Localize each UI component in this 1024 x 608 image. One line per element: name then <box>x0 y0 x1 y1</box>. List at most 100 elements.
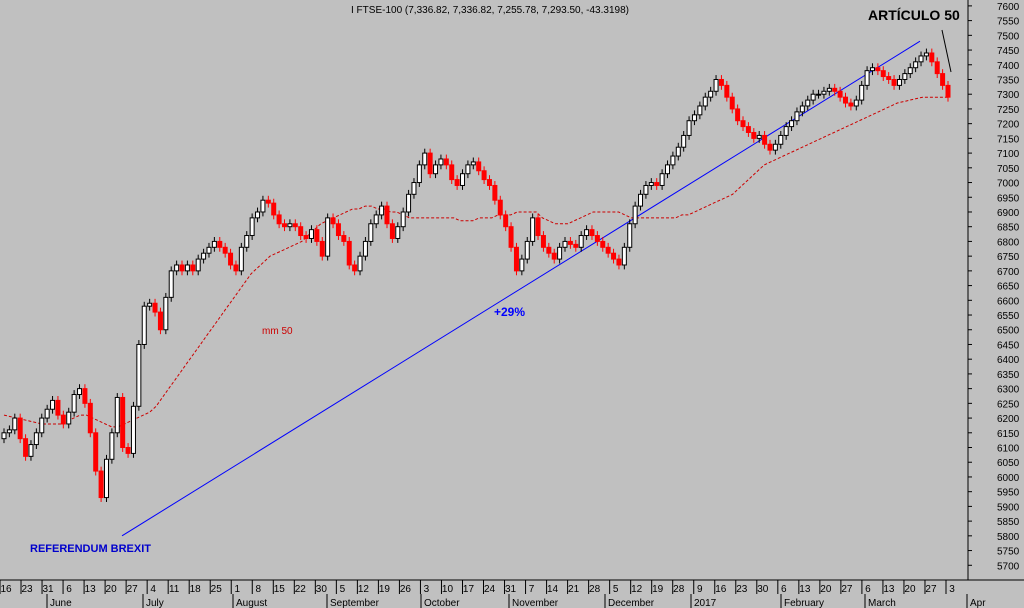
plot-area <box>0 0 968 580</box>
candle-body <box>497 199 503 216</box>
y-tick-label: 6400 <box>997 355 1020 366</box>
candle-body <box>880 70 886 78</box>
x-tick-label: 31 <box>505 584 517 595</box>
moving-average-path <box>3 96 948 428</box>
x-tick-label: 25 <box>211 584 223 595</box>
x-axis: 16 23 31 6 13 20 27 4 11 18 25 1 8 15 22 30 5 12 19 26 3 10 17… <box>0 579 1024 608</box>
x-tick-label: 13 <box>883 584 895 595</box>
x-tick-label: 13 <box>85 584 97 595</box>
candle-body <box>103 458 109 499</box>
x-tick-label: 24 <box>484 584 496 595</box>
x-tick-label: 3 <box>949 584 955 595</box>
candle-body <box>627 223 633 248</box>
candle-body <box>810 93 816 101</box>
candle-body <box>66 411 72 425</box>
candle-body <box>1 432 7 440</box>
candle-body <box>934 61 940 75</box>
x-tick-label: 6 <box>865 584 871 595</box>
candle-body <box>767 143 773 151</box>
candle-body <box>282 223 288 228</box>
candle-body <box>163 296 169 331</box>
candle-body <box>276 214 282 225</box>
x-tick-label: 21 <box>568 584 580 595</box>
candle-body <box>659 173 665 186</box>
candle-body <box>853 99 859 107</box>
candle-body <box>422 152 428 166</box>
month-label: August <box>236 598 267 608</box>
candle-body <box>341 235 347 242</box>
candle-body <box>945 84 951 98</box>
candle-body <box>449 164 455 181</box>
x-tick-label: 23 <box>736 584 748 595</box>
candle-body <box>330 217 336 225</box>
candle-body <box>913 61 919 69</box>
x-tick-label: 9 <box>697 584 703 595</box>
candle-body <box>751 131 757 139</box>
candle-body <box>71 394 77 413</box>
y-tick-label: 6150 <box>997 429 1020 440</box>
candle-body <box>438 158 444 166</box>
candle-body <box>319 240 325 257</box>
candle-body <box>416 164 422 184</box>
x-tick-label: 20 <box>106 584 118 595</box>
candle-body <box>314 229 320 242</box>
candle-body <box>325 217 331 257</box>
candle-body <box>17 417 23 440</box>
candle-body <box>44 408 50 419</box>
candle-body <box>395 226 401 239</box>
candle-body <box>508 226 514 248</box>
candle-body <box>567 240 573 245</box>
x-tick-label: 19 <box>379 584 391 595</box>
y-tick-label: 5700 <box>997 561 1020 572</box>
x-tick-label: 18 <box>190 584 202 595</box>
x-tick-label: 13 <box>799 584 811 595</box>
candle-body <box>896 78 902 86</box>
candle-body <box>740 120 746 128</box>
candle-body <box>287 223 293 228</box>
candle-body <box>621 246 627 266</box>
candle-body <box>724 84 730 98</box>
candle-body <box>87 402 93 434</box>
candle-body <box>265 199 271 204</box>
month-label: March <box>868 598 896 608</box>
candle-body <box>826 87 832 92</box>
candle-body <box>923 52 929 57</box>
x-tick-label: 30 <box>316 584 328 595</box>
y-tick-label: 6650 <box>997 282 1020 293</box>
candle-body <box>379 205 385 216</box>
candle-body <box>551 252 557 260</box>
candle-body <box>681 134 687 148</box>
candle-body <box>460 173 466 186</box>
x-tick-label: 28 <box>589 584 601 595</box>
y-tick-label: 7400 <box>997 61 1020 72</box>
x-tick-label: 20 <box>904 584 916 595</box>
annotation-label: ARTÍCULO 50 <box>868 7 960 23</box>
candle-body <box>611 252 617 260</box>
y-tick-label: 6800 <box>997 237 1020 248</box>
candle-body <box>756 134 762 139</box>
candle-body <box>190 264 196 272</box>
candle-body <box>255 211 261 219</box>
candle-body <box>55 399 61 416</box>
candle-body <box>745 126 751 133</box>
y-tick-label: 6750 <box>997 252 1020 263</box>
candle-body <box>6 429 12 434</box>
y-tick-label: 6050 <box>997 458 1020 469</box>
month-label: July <box>146 598 164 608</box>
candle-body <box>648 182 654 186</box>
candle-body <box>691 114 697 122</box>
candle-body <box>335 223 341 237</box>
x-tick-label: 11 <box>169 584 180 595</box>
x-tick-label: 16 <box>0 584 12 595</box>
candle-body <box>217 240 223 248</box>
candle-body <box>735 108 741 122</box>
x-tick-label: 12 <box>358 584 370 595</box>
candle-body <box>864 70 870 86</box>
x-tick-label: 6 <box>781 584 787 595</box>
candle-body <box>816 93 822 96</box>
y-tick-label: 6250 <box>997 399 1020 410</box>
y-tick-label: 5950 <box>997 488 1020 499</box>
candle-body <box>503 214 509 228</box>
candle-body <box>929 52 935 63</box>
